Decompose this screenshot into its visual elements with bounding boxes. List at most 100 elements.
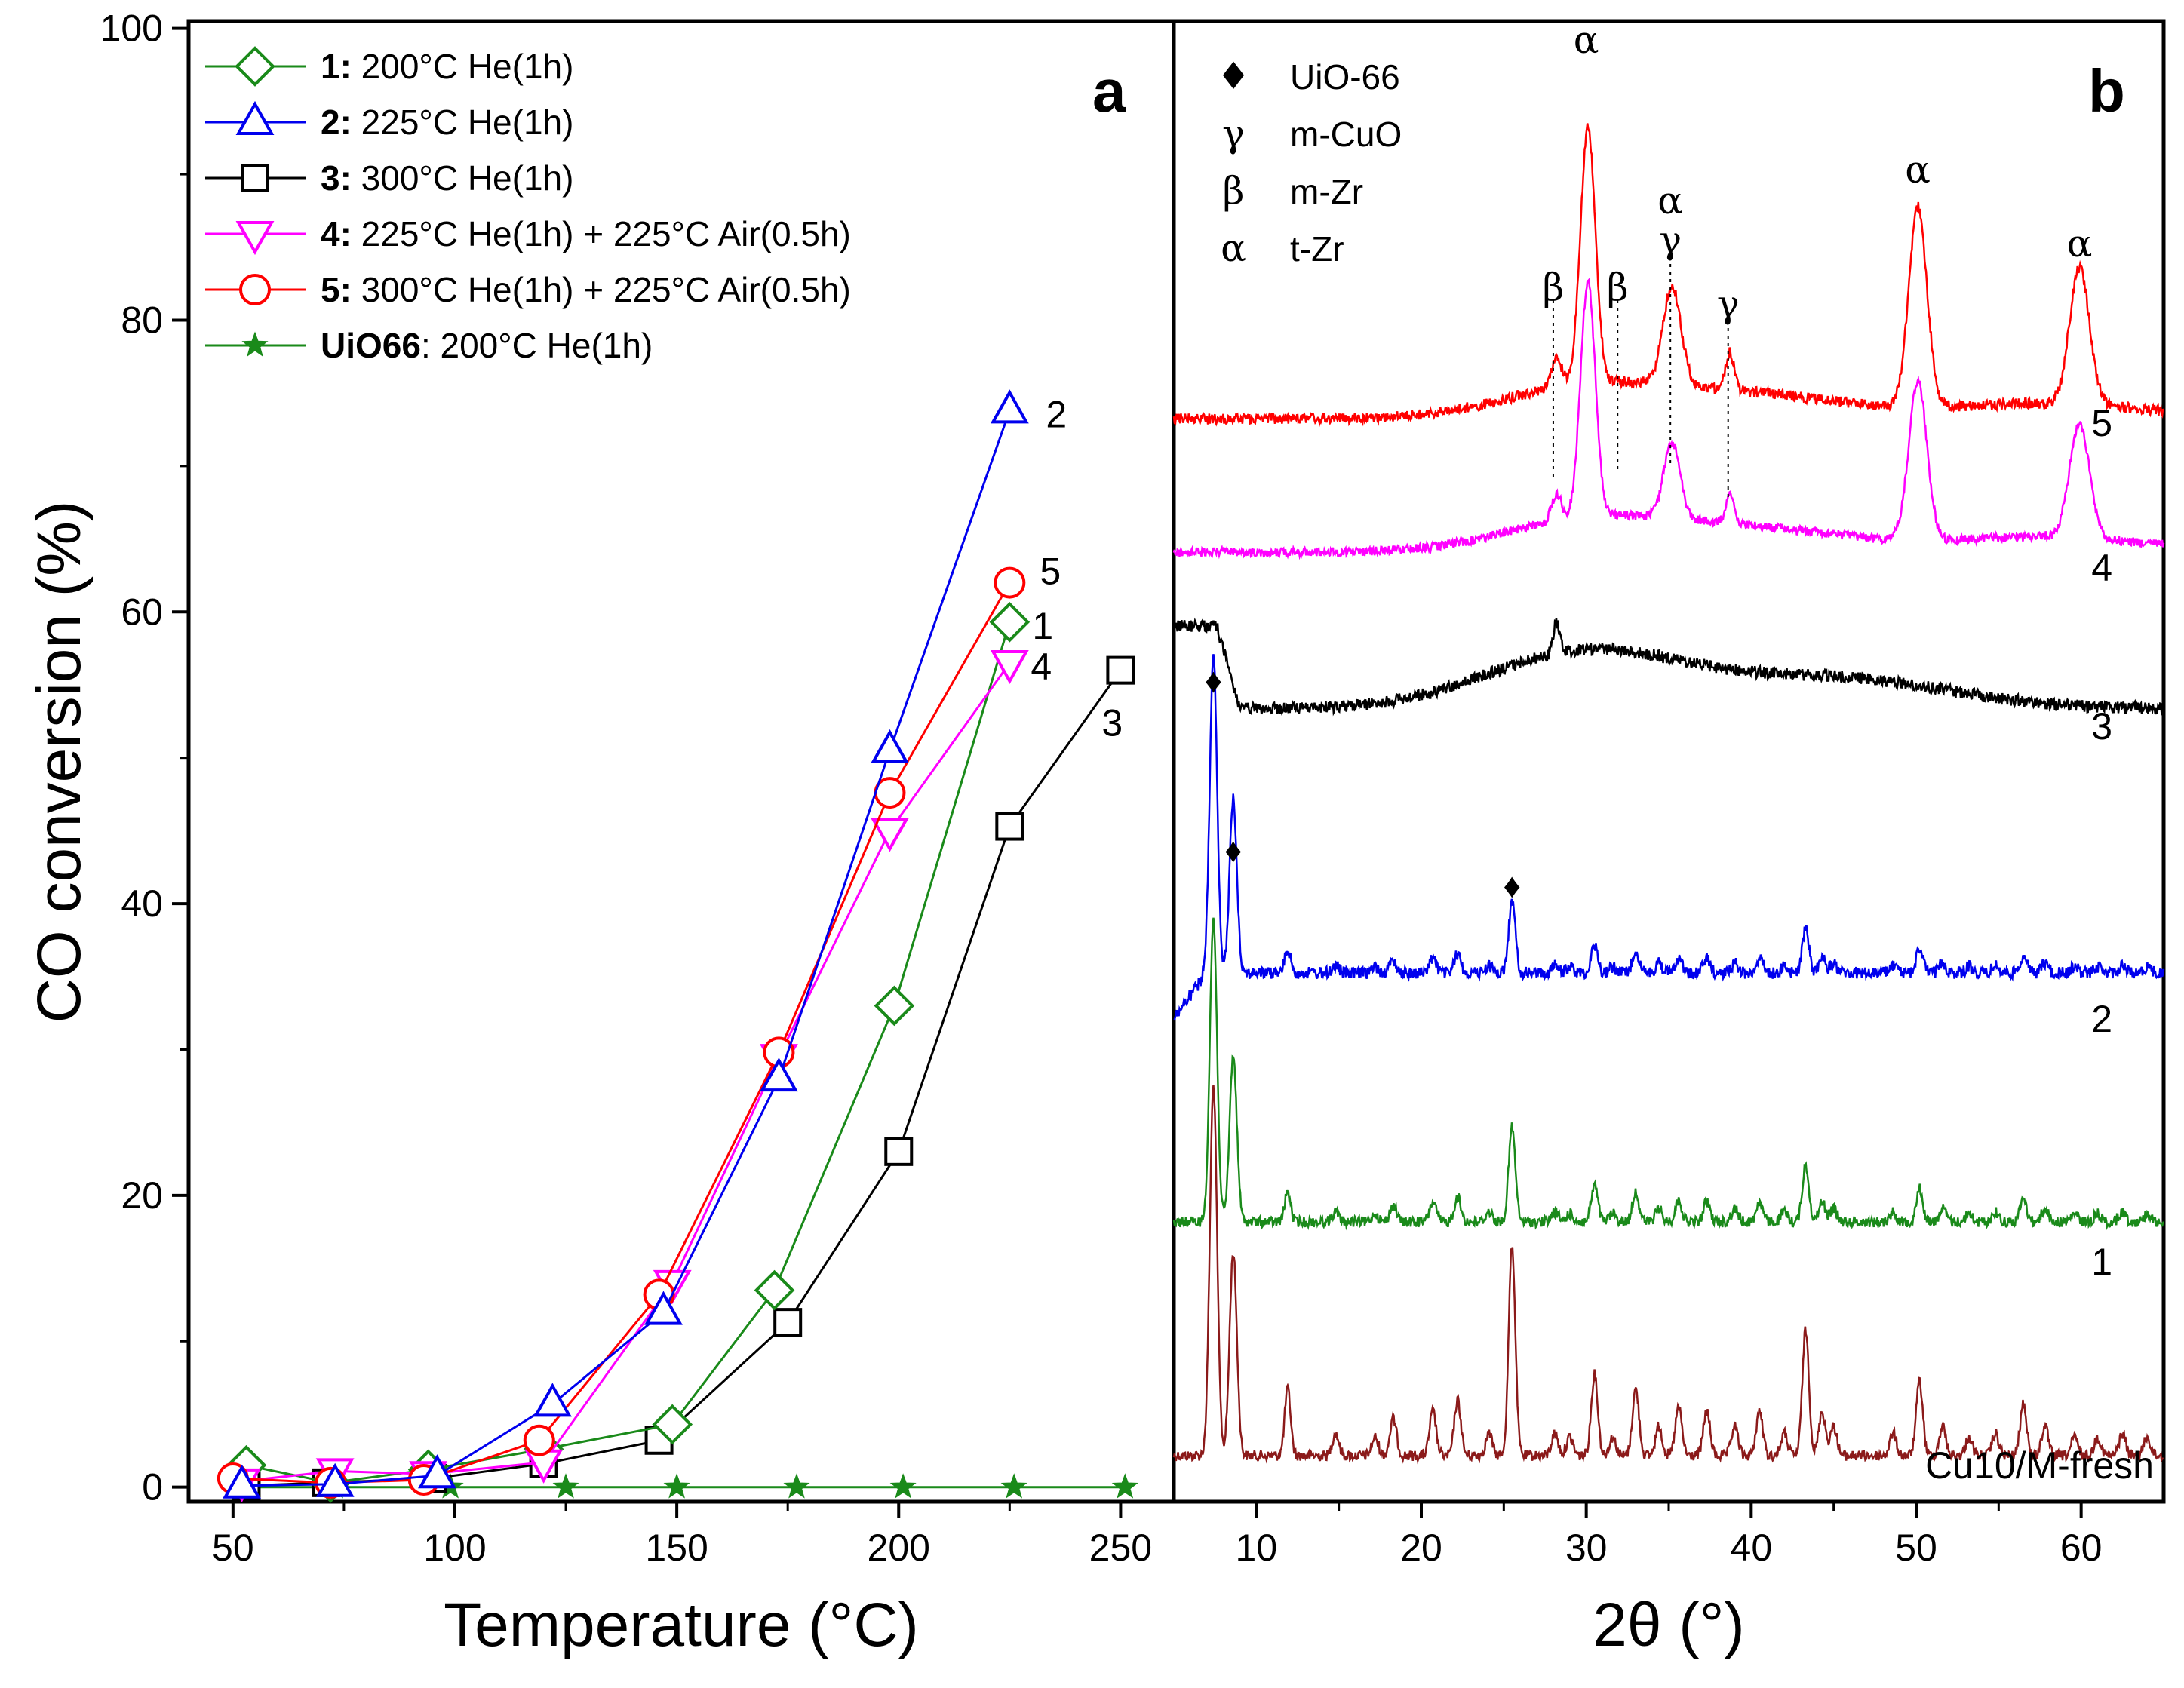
data-point-s2 — [759, 1057, 798, 1092]
data-point-s6 — [889, 1473, 917, 1499]
peak-annotation: α — [1905, 148, 1931, 192]
end-label-s4: 4 — [1031, 646, 1052, 688]
legend-entry-s6: UiO66: 200°C He(1h) — [205, 326, 653, 365]
x-tick-label: 250 — [1089, 1527, 1152, 1569]
y-tick-label: 20 — [121, 1174, 163, 1217]
legend-label-rest: 225°C He(1h) — [352, 103, 574, 142]
series-line-s3 — [246, 669, 1122, 1487]
x-axis-label-a: Temperature (°C) — [444, 1591, 919, 1659]
legend-marker — [241, 164, 269, 192]
y-tick-label: 40 — [121, 882, 163, 925]
legend-label-bold: 2: — [321, 103, 352, 142]
x-tick-label: 100 — [423, 1527, 486, 1569]
y-tick-label: 60 — [121, 591, 163, 633]
data-point-s6 — [1111, 1473, 1138, 1499]
legend-label-bold: 4: — [321, 214, 352, 253]
data-point-s3 — [773, 1308, 803, 1337]
data-point-s1 — [652, 1404, 693, 1445]
panel-b-traces — [1172, 123, 2165, 1465]
legend-symbol-b: α — [1221, 226, 1246, 270]
data-point-s2 — [644, 1291, 683, 1325]
legend-marker — [235, 46, 275, 87]
y-axis-label-a: CO conversion (%) — [25, 501, 94, 1024]
x-tick-label: 40 — [1731, 1527, 1773, 1569]
panel-a-series — [217, 389, 1138, 1503]
data-point-s2 — [223, 1464, 262, 1499]
end-label-s3: 3 — [1101, 702, 1123, 744]
peak-annotation: ♦ — [1205, 661, 1222, 700]
data-point-s1 — [989, 601, 1031, 643]
panel-label-b: b — [2088, 57, 2125, 124]
panel-a-axes: 50 100 150 200 250 0 20 40 60 80 100 — [100, 8, 1153, 1569]
legend-label-bold: 5: — [321, 270, 352, 309]
peak-annotation: α — [2067, 222, 2093, 265]
peak-annotation: ♦ — [1504, 866, 1521, 905]
x-tick-label: 30 — [1565, 1527, 1608, 1569]
x-tick-label: 50 — [1895, 1527, 1937, 1569]
curve-label: Cu10/M-fresh — [1925, 1444, 2154, 1487]
legend-label-rest: : 200°C He(1h) — [421, 326, 653, 365]
data-point-s5 — [994, 566, 1026, 599]
data-point-s2 — [315, 1462, 355, 1497]
legend-phase-b: t-Zr — [1290, 229, 1344, 269]
peak-annotation: ♦ — [1224, 830, 1242, 870]
data-point-s2 — [990, 389, 1029, 424]
legend-marker — [241, 331, 269, 357]
curve-label: 3 — [2091, 705, 2112, 747]
series-s1 — [226, 601, 1031, 1503]
xrd-trace-Cu10/M-fresh — [1172, 1085, 2164, 1465]
legend-symbol-b: ♦ — [1217, 54, 1251, 98]
legend-label-bold: UiO66 — [321, 326, 421, 365]
x-axis-label-b: 2θ (°) — [1593, 1591, 1744, 1659]
end-label-s5: 5 — [1040, 551, 1061, 593]
peak-annotation: γ — [1659, 218, 1682, 262]
series-line-s4 — [241, 662, 1011, 1483]
legend-entry-s2: 2: 225°C He(1h) — [205, 100, 573, 142]
panel-a-legend: 1: 200°C He(1h)2: 225°C He(1h)3: 300°C H… — [205, 46, 851, 365]
data-point-s3 — [884, 1137, 914, 1166]
legend-label-rest: 300°C He(1h) + 225°C Air(0.5h) — [352, 270, 851, 309]
panel-b-curve-labels: Cu10/M-fresh 1 2 3 4 5 — [1925, 402, 2154, 1487]
peak-annotation: α — [1657, 179, 1683, 223]
series-s4 — [223, 649, 1029, 1502]
series-line-s2 — [241, 410, 1011, 1487]
data-point-s2 — [418, 1454, 456, 1489]
panel-b-axes: 10 20 30 40 50 60 — [1236, 1502, 2102, 1569]
x-tick-label: 20 — [1400, 1527, 1442, 1569]
legend-entry-s1: 1: 200°C He(1h) — [205, 46, 573, 87]
panel-b-legend: ♦ UiO-66 γ m-CuO β m-Zr α t-Zr — [1217, 54, 1402, 270]
legend-marker — [239, 274, 271, 305]
legend-label-rest: 300°C He(1h) — [352, 158, 574, 198]
panel-a-end-labels: 1 2 3 4 5 — [1031, 393, 1123, 744]
y-tick-label: 0 — [142, 1466, 163, 1508]
legend-symbol-b: β — [1223, 169, 1245, 213]
series-s6 — [220, 1473, 1138, 1499]
legend-label-bold: 3: — [321, 158, 352, 198]
legend-phase-b: UiO-66 — [1290, 57, 1400, 97]
data-point-s6 — [783, 1473, 810, 1499]
curve-label: 2 — [2091, 998, 2112, 1040]
legend-label: 1: 200°C He(1h) — [321, 47, 573, 86]
data-point-s2 — [871, 729, 909, 763]
curve-label: 4 — [2091, 547, 2112, 589]
legend-label-rest: 225°C He(1h) + 225°C Air(0.5h) — [352, 214, 851, 253]
y-tick-label: 80 — [121, 299, 163, 341]
legend-label: 2: 225°C He(1h) — [321, 103, 573, 142]
legend-marker — [235, 221, 275, 256]
xrd-trace-1 — [1172, 917, 2165, 1231]
legend-entry-s3: 3: 300°C He(1h) — [205, 158, 573, 198]
series-s2 — [223, 389, 1029, 1499]
series-s5 — [217, 566, 1026, 1499]
series-s3 — [232, 655, 1135, 1500]
legend-phase-b: m-Zr — [1290, 172, 1363, 211]
data-point-s3 — [1106, 655, 1135, 685]
legend-label: 3: 300°C He(1h) — [321, 158, 573, 198]
xrd-trace-2 — [1173, 654, 2165, 1021]
x-tick-label: 50 — [212, 1527, 254, 1569]
peak-annotation: α — [1574, 18, 1599, 62]
data-point-s4 — [871, 818, 909, 852]
legend-phase-b: m-CuO — [1290, 115, 1402, 154]
legend-label: 4: 225°C He(1h) + 225°C Air(0.5h) — [321, 214, 851, 253]
